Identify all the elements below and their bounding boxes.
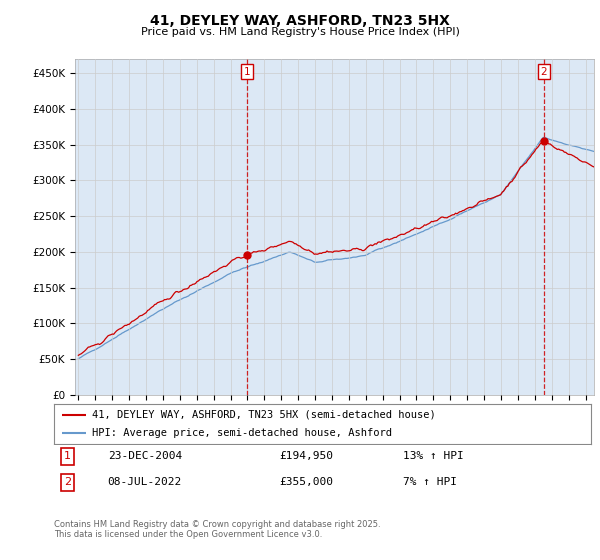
Text: 41, DEYLEY WAY, ASHFORD, TN23 5HX (semi-detached house): 41, DEYLEY WAY, ASHFORD, TN23 5HX (semi-… xyxy=(92,410,436,419)
Text: Contains HM Land Registry data © Crown copyright and database right 2025.
This d: Contains HM Land Registry data © Crown c… xyxy=(54,520,380,539)
Text: 41, DEYLEY WAY, ASHFORD, TN23 5HX: 41, DEYLEY WAY, ASHFORD, TN23 5HX xyxy=(150,14,450,28)
Text: Price paid vs. HM Land Registry's House Price Index (HPI): Price paid vs. HM Land Registry's House … xyxy=(140,27,460,37)
Text: 1: 1 xyxy=(64,451,71,461)
Text: £194,950: £194,950 xyxy=(280,451,334,461)
Text: 23-DEC-2004: 23-DEC-2004 xyxy=(108,451,182,461)
Text: 13% ↑ HPI: 13% ↑ HPI xyxy=(403,451,464,461)
Text: 1: 1 xyxy=(244,67,250,77)
Text: 2: 2 xyxy=(64,478,71,488)
Text: 2: 2 xyxy=(541,67,547,77)
Text: 08-JUL-2022: 08-JUL-2022 xyxy=(108,478,182,488)
Text: £355,000: £355,000 xyxy=(280,478,334,488)
Text: 7% ↑ HPI: 7% ↑ HPI xyxy=(403,478,457,488)
Text: HPI: Average price, semi-detached house, Ashford: HPI: Average price, semi-detached house,… xyxy=(92,428,392,438)
